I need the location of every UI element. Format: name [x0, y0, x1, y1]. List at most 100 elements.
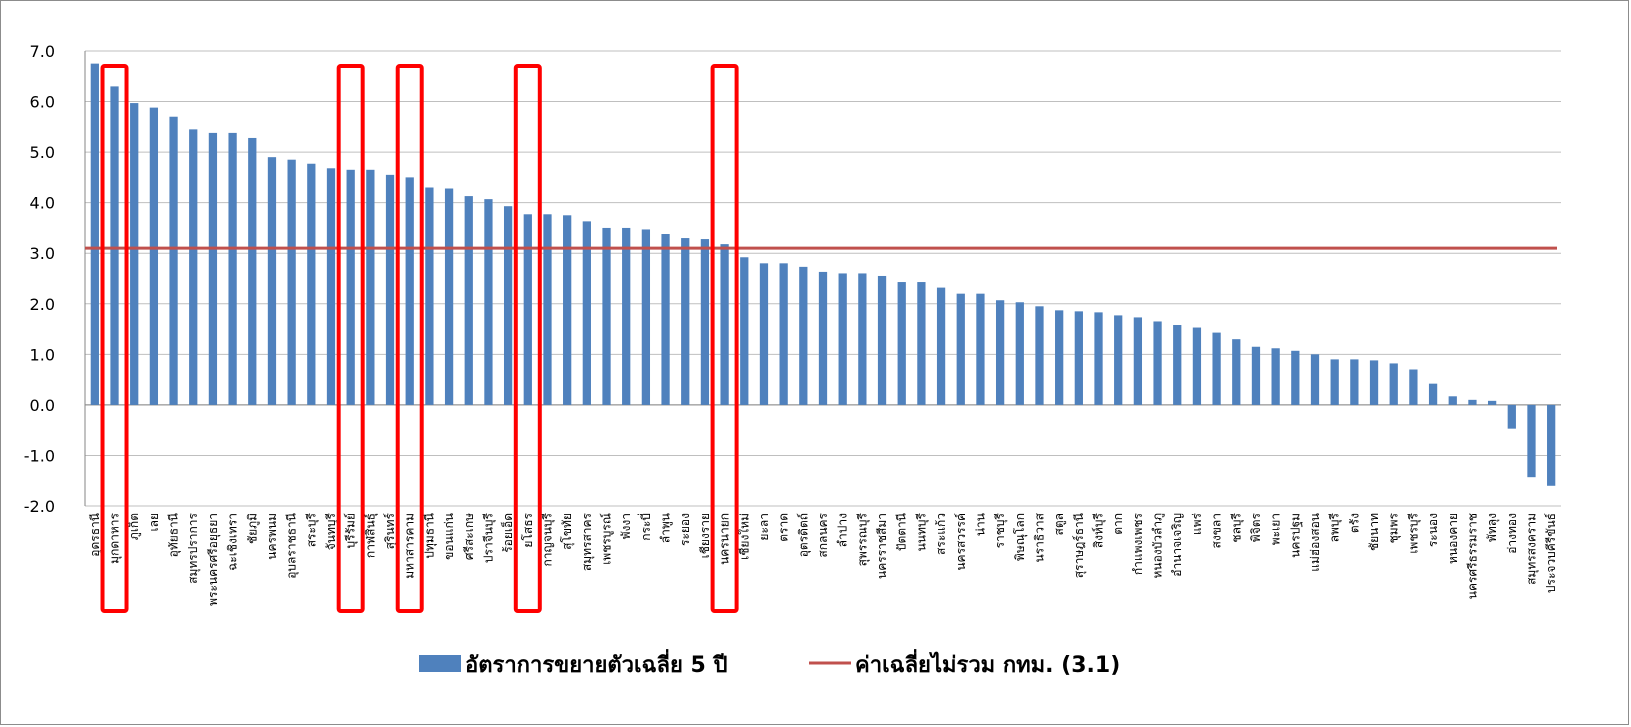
bar: [1369, 360, 1379, 405]
x-axis-labels: อุดรธานี มุกดาหาร ภูเก็ต เลย อุทัยธานี สมุทรป…: [88, 512, 1558, 606]
bar: [1114, 315, 1123, 405]
highlight-box: [513, 64, 542, 613]
bar: [523, 214, 532, 405]
x-tick-label: ราชบุรี: [993, 512, 1008, 548]
legend-swatch-bar: [419, 655, 461, 672]
bar: [976, 293, 985, 405]
bar: [700, 239, 710, 405]
x-tick-label: สุราษฎร์ธานี: [1072, 513, 1087, 578]
x-tick-label: ลำปาง: [836, 513, 850, 547]
bar: [228, 132, 237, 405]
bar: [464, 196, 473, 405]
y-tick-label: 0.0: [30, 396, 55, 415]
bar: [818, 271, 828, 405]
x-tick-label: เพชรบุรี: [1406, 512, 1421, 553]
bar: [779, 263, 788, 405]
x-tick-label: จันทบุรี: [324, 512, 339, 550]
x-tick-label: อำนาจเจริญ: [1170, 513, 1184, 577]
bar: [267, 157, 277, 405]
x-tick-label: สตูล: [1052, 513, 1067, 535]
x-tick-label: นราธิวาส: [1032, 512, 1046, 562]
x-tick-label: อ่างทอง: [1505, 513, 1519, 554]
x-tick-label: เลย: [147, 513, 161, 532]
legend-label-bar: อัตราการขยายตัวเฉลี่ย 5 ปี: [465, 648, 727, 678]
x-tick-label: อุตรดิตถ์: [796, 513, 811, 557]
bar: [1547, 404, 1556, 486]
x-tick-label: นนทบุรี: [914, 512, 929, 551]
bar: [917, 282, 926, 405]
x-tick-label: พิษณุโลก: [1013, 513, 1028, 561]
bar: [1409, 369, 1418, 405]
x-tick-label: พัทลุง: [1485, 513, 1500, 542]
bar: [307, 163, 316, 405]
bar: [661, 234, 670, 405]
x-tick-label: นครนายก: [718, 513, 732, 565]
x-tick-label: อุดรธานี: [88, 513, 103, 557]
highlight-box: [395, 64, 424, 613]
y-tick-label: 1.0: [30, 345, 55, 364]
bar: [1527, 404, 1536, 478]
bar: [1330, 359, 1339, 405]
x-tick-label: นครปฐม: [1288, 513, 1302, 558]
x-tick-label: เพชรบูรณ์: [600, 513, 615, 565]
bar: [169, 116, 178, 405]
x-tick-label: ชัยนาท: [1367, 513, 1381, 551]
x-tick-label: ภูเก็ต: [126, 513, 142, 540]
x-tick-label: สระแก้ว: [934, 513, 948, 555]
bar: [1310, 354, 1320, 405]
x-tick-label: มุกดาหาร: [108, 512, 123, 563]
bar: [1251, 346, 1261, 405]
x-tick-label: แม่ฮ่องสอน: [1308, 513, 1322, 572]
x-tick-label: สมุทรสงคราม: [1524, 513, 1539, 585]
bar: [1055, 310, 1064, 405]
x-tick-label: ขอนแก่น: [442, 513, 456, 560]
bar: [1094, 312, 1103, 405]
x-tick-label: ประจวบคีรีขันธ์: [1544, 513, 1558, 593]
y-tick-label: 6.0: [30, 93, 55, 112]
bars: [90, 63, 1556, 486]
bar: [1428, 383, 1438, 405]
bar: [1271, 348, 1280, 405]
bar: [582, 221, 591, 405]
bar: [1448, 396, 1457, 405]
y-tick-label: -1.0: [24, 446, 55, 465]
x-tick-label: พิจิตร: [1249, 512, 1263, 542]
x-tick-label: กาญจนบุรี: [540, 512, 555, 566]
x-tick-label: กาฬสินธุ์: [363, 513, 378, 558]
y-axis: 7.0 6.0 5.0 4.0 3.0 2.0 1.0 0.0 -1.0 -2.0: [24, 42, 86, 516]
bar: [248, 137, 257, 405]
highlight-box: [710, 64, 739, 613]
x-tick-label: ตรัง: [1347, 513, 1361, 533]
bar: [366, 169, 375, 405]
x-tick-label: สกลนคร: [816, 512, 830, 557]
bar: [130, 103, 139, 405]
bar: [740, 257, 749, 405]
bar: [1133, 317, 1143, 405]
bar: [1153, 321, 1162, 405]
bar: [641, 229, 651, 405]
bar: [1192, 327, 1202, 405]
bar: [622, 227, 631, 405]
highlight-box: [100, 64, 129, 613]
bar: [1350, 359, 1359, 405]
bar: [110, 86, 119, 405]
bar: [759, 263, 769, 405]
bar: [1015, 302, 1024, 405]
bar: [425, 187, 434, 405]
bar: [287, 159, 296, 405]
x-tick-label: ระยอง: [678, 513, 692, 546]
bar: [1487, 400, 1497, 405]
x-tick-label: นครสวรรค์: [954, 513, 968, 571]
bar: [326, 168, 336, 405]
x-tick-label: ตราด: [777, 513, 791, 542]
x-tick-label: สงขลา: [1210, 513, 1224, 548]
x-tick-label: สมุทรสาคร: [580, 512, 595, 571]
bar: [799, 266, 808, 405]
bar: [1212, 332, 1221, 405]
bar: [149, 107, 159, 405]
y-tick-label: 7.0: [30, 42, 55, 61]
bar: [1389, 363, 1398, 405]
bar: [1074, 311, 1083, 405]
bar: [936, 287, 946, 405]
